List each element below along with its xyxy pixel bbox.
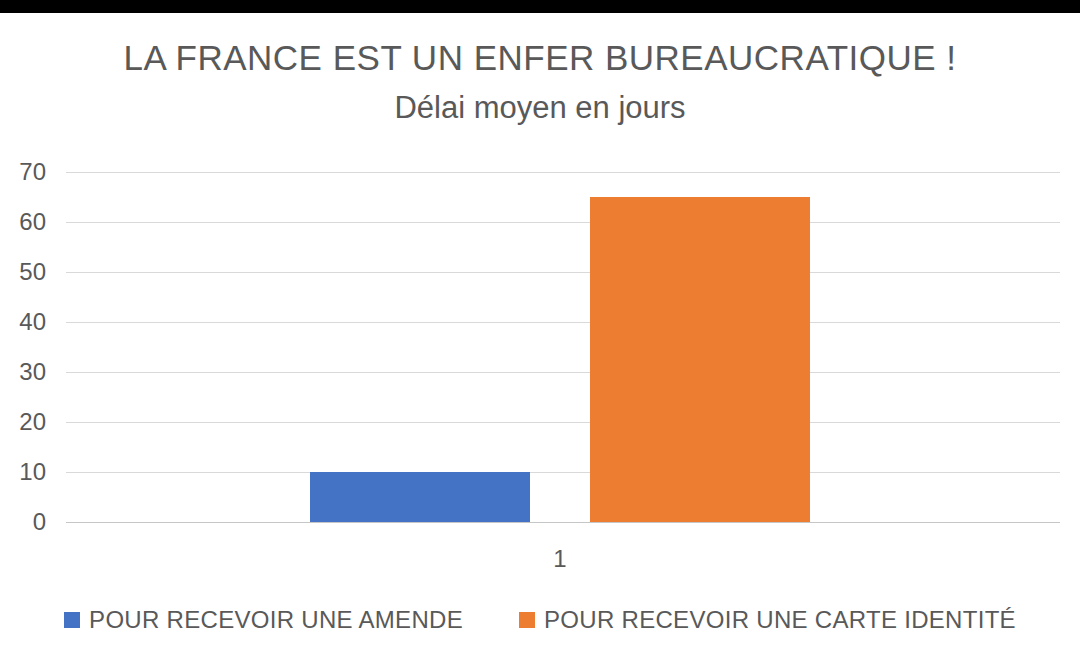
y-axis-tick-label-60: 60 [0,210,46,234]
top-black-bar [0,0,1080,13]
legend-item-0: POUR RECEVOIR UNE AMENDE [64,606,463,634]
bar-series-1 [590,197,810,522]
y-axis-tick-label-20: 20 [0,410,46,434]
gridline-y-50 [66,272,1060,273]
gridline-y-30 [66,372,1060,373]
y-axis-tick-label-10: 10 [0,460,46,484]
bar-series-0 [310,472,530,522]
legend-item-1: POUR RECEVOIR UNE CARTE IDENTITÉ [519,606,1016,634]
gridline-y-60 [66,222,1060,223]
gridline-y-40 [66,322,1060,323]
y-axis-tick-label-0: 0 [0,510,46,534]
gridline-y-10 [66,472,1060,473]
y-axis-tick-label-30: 30 [0,360,46,384]
legend-swatch-icon [64,612,80,628]
legend-swatch-icon [519,612,535,628]
chart-title: LA FRANCE EST UN ENFER BUREAUCRATIQUE ! [0,38,1080,78]
chart-subtitle: Délai moyen en jours [0,90,1080,126]
gridline-y-20 [66,422,1060,423]
plot-area [66,172,1060,522]
legend-label: POUR RECEVOIR UNE AMENDE [89,606,463,634]
gridline-y-70 [66,172,1060,173]
legend: POUR RECEVOIR UNE AMENDE POUR RECEVOIR UN… [0,606,1080,634]
legend-label: POUR RECEVOIR UNE CARTE IDENTITÉ [544,606,1016,634]
y-axis-tick-label-40: 40 [0,310,46,334]
x-axis-category-label: 1 [460,545,660,573]
gridline-y-0 [66,522,1060,523]
y-axis-tick-label-70: 70 [0,160,46,184]
chart-page: LA FRANCE EST UN ENFER BUREAUCRATIQUE ! … [0,0,1080,655]
y-axis-tick-label-50: 50 [0,260,46,284]
